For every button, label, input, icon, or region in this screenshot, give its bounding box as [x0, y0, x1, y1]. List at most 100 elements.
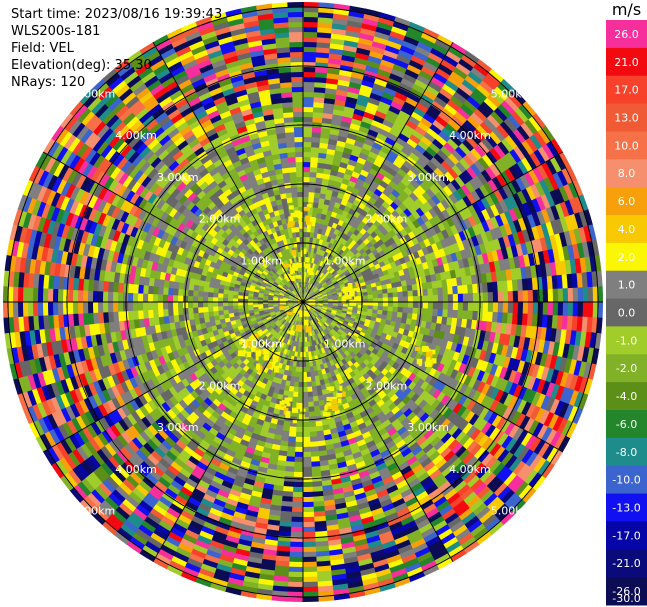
velocity-gate [397, 306, 404, 313]
velocity-gate [369, 124, 381, 134]
velocity-gate [465, 319, 473, 330]
velocity-gate [391, 123, 404, 134]
velocity-gate [407, 213, 417, 223]
velocity-gate [378, 63, 394, 74]
velocity-gate [322, 112, 334, 120]
velocity-gate [332, 257, 338, 264]
velocity-gate [352, 144, 363, 153]
velocity-gate [331, 233, 338, 240]
velocity-gate [381, 54, 398, 65]
velocity-gate [302, 481, 313, 488]
velocity-gate [422, 302, 429, 309]
velocity-gate [355, 260, 363, 267]
velocity-gate [325, 82, 339, 90]
velocity-gate [288, 431, 297, 438]
velocity-gate [451, 149, 464, 162]
velocity-gate [555, 218, 565, 235]
velocity-gate [323, 285, 330, 290]
velocity-gate [512, 192, 523, 208]
velocity-gate [331, 289, 337, 293]
velocity-gate [380, 145, 392, 156]
velocity-gate [322, 305, 329, 308]
velocity-gate [521, 157, 534, 173]
velocity-gate [309, 283, 313, 289]
velocity-gate [323, 168, 332, 175]
velocity-gate [490, 271, 498, 283]
velocity-gate [317, 16, 334, 24]
velocity-gate [293, 461, 303, 468]
velocity-gate [532, 302, 539, 316]
velocity-gate [563, 183, 575, 201]
velocity-gate [432, 287, 439, 296]
velocity-gate [483, 181, 495, 196]
velocity-gate [392, 306, 399, 313]
velocity-gate [467, 310, 474, 321]
velocity-gate [420, 167, 431, 179]
velocity-gate [338, 236, 345, 244]
velocity-gate [423, 131, 436, 144]
velocity-gate [315, 56, 330, 64]
velocity-gate [399, 322, 407, 330]
velocity-gate [517, 217, 528, 232]
velocity-gate [303, 56, 317, 63]
velocity-gate [495, 270, 503, 283]
velocity-gate [573, 196, 585, 214]
velocity-gate [288, 561, 303, 568]
velocity-gate [307, 251, 312, 258]
velocity-gate [302, 516, 315, 523]
velocity-gate [334, 283, 340, 288]
velocity-gate [369, 278, 376, 285]
velocity-gate [405, 30, 422, 42]
velocity-gate [533, 149, 547, 166]
velocity-gate [472, 283, 479, 294]
velocity-gate [533, 131, 548, 148]
velocity-gate [476, 211, 487, 224]
velocity-gate [460, 103, 475, 117]
velocity-gate [463, 217, 473, 230]
velocity-gate [350, 271, 357, 278]
velocity-gate [442, 302, 449, 311]
velocity-gate [507, 114, 522, 130]
velocity-gate [409, 165, 421, 177]
velocity-gate [313, 232, 318, 239]
velocity-gate [298, 371, 303, 378]
velocity-gate [329, 48, 344, 56]
velocity-gate [500, 100, 516, 116]
velocity-gate [413, 161, 425, 173]
velocity-gate [581, 241, 590, 259]
velocity-gate [322, 268, 327, 274]
velocity-gate [489, 147, 502, 162]
velocity-gate [295, 426, 303, 433]
velocity-gate [302, 571, 318, 578]
velocity-gate [312, 262, 316, 269]
velocity-gate [410, 278, 418, 286]
velocity-gate [540, 194, 552, 210]
velocity-gate [489, 163, 501, 178]
velocity-gate [485, 206, 496, 220]
velocity-gate [324, 158, 334, 166]
velocity-gate [302, 401, 309, 408]
velocity-gate [342, 306, 349, 310]
velocity-gate [306, 231, 311, 238]
velocity-gate [536, 164, 549, 181]
velocity-gate [337, 255, 344, 262]
velocity-gate [309, 290, 314, 295]
velocity-gate [313, 101, 325, 109]
velocity-gate [493, 107, 509, 122]
velocity-gate [454, 326, 462, 336]
velocity-gate [381, 175, 392, 185]
velocity-gate [340, 251, 347, 258]
velocity-gate [303, 46, 318, 53]
velocity-gate [445, 50, 462, 64]
velocity-gate [331, 292, 338, 296]
velocity-gate [439, 87, 454, 101]
velocity-gate [417, 263, 425, 272]
velocity-gate [306, 381, 312, 388]
velocity-gate [337, 307, 343, 311]
velocity-gate [528, 169, 540, 185]
velocity-gate [303, 186, 310, 193]
velocity-gate [472, 302, 479, 312]
velocity-gate [411, 129, 425, 141]
velocity-gate [493, 189, 505, 203]
velocity-gate [481, 153, 494, 168]
